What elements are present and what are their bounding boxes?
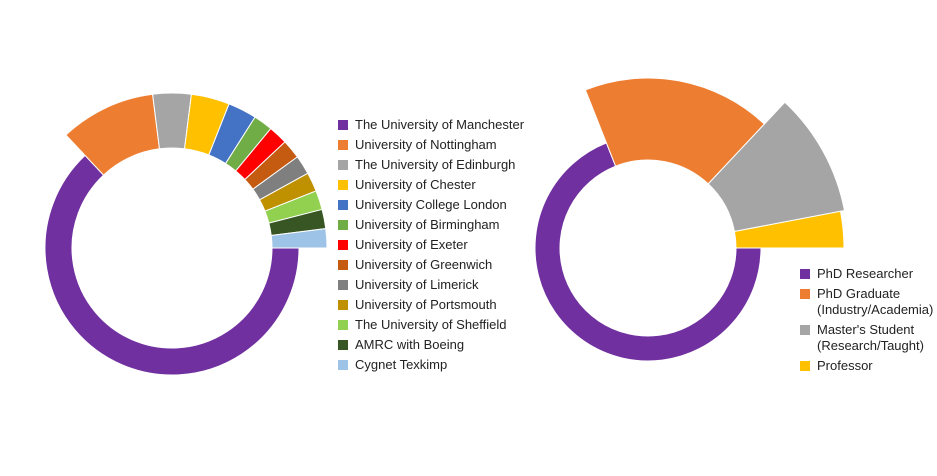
legend-item: Professor bbox=[800, 358, 930, 374]
legend-swatch bbox=[338, 320, 348, 330]
legend-label: University of Portsmouth bbox=[355, 297, 497, 312]
legend-swatch bbox=[338, 220, 348, 230]
legend-item: University of Birmingham bbox=[338, 217, 538, 233]
slice bbox=[44, 154, 300, 376]
legend-label: AMRC with Boeing bbox=[355, 337, 465, 352]
legend-item: University of Greenwich bbox=[338, 257, 538, 273]
legend-item: The University of Sheffield bbox=[338, 317, 538, 333]
legend-swatch bbox=[338, 140, 348, 150]
legend-item: University of Nottingham bbox=[338, 137, 538, 153]
legend-swatch bbox=[338, 300, 348, 310]
legend-item: Cygnet Texkimp bbox=[338, 357, 538, 373]
legend-swatch bbox=[338, 120, 348, 130]
legend-label: University of Chester bbox=[355, 177, 476, 192]
legend-label: University of Limerick bbox=[355, 277, 479, 292]
legend-swatch bbox=[800, 289, 810, 299]
slice bbox=[534, 142, 762, 362]
legend-swatch bbox=[338, 180, 348, 190]
legend-swatch bbox=[338, 200, 348, 210]
legend-label: University College London bbox=[355, 197, 507, 212]
legend-label: University of Greenwich bbox=[355, 257, 493, 272]
legend-swatch bbox=[800, 325, 810, 335]
legend-item: University of Portsmouth bbox=[338, 297, 538, 313]
legend-item: PhD Researcher bbox=[800, 266, 930, 282]
legend-item: University College London bbox=[338, 197, 538, 213]
legend-label: The University of Sheffield bbox=[355, 317, 507, 332]
slice bbox=[270, 228, 328, 249]
legend: The University of Manchester University o… bbox=[338, 117, 538, 377]
legend-item: University of Chester bbox=[338, 177, 538, 193]
legend-label: Cygnet Texkimp bbox=[355, 357, 448, 372]
legend-item: PhD Graduate (Industry/Academia) bbox=[800, 286, 934, 318]
legend: PhD Researcher PhD Graduate (Industry/Aca… bbox=[800, 266, 934, 378]
legend-label: Master's Student (Research/Taught) bbox=[817, 322, 924, 353]
legend-item: University of Exeter bbox=[338, 237, 538, 253]
slice bbox=[707, 101, 846, 233]
legend-item: University of Limerick bbox=[338, 277, 538, 293]
legend-label: PhD Researcher bbox=[817, 266, 914, 281]
legend-item: AMRC with Boeing bbox=[338, 337, 538, 353]
legend-label: PhD Graduate (Industry/Academia) bbox=[817, 286, 934, 317]
legend-item: The University of Manchester bbox=[338, 117, 538, 133]
legend-label: The University of Edinburgh bbox=[355, 157, 516, 172]
legend-swatch bbox=[800, 269, 810, 279]
legend-swatch bbox=[800, 361, 810, 371]
slice bbox=[584, 77, 766, 185]
slice bbox=[733, 210, 845, 249]
legend-label: Professor bbox=[817, 358, 873, 373]
legend-swatch bbox=[338, 260, 348, 270]
legend-label: University of Exeter bbox=[355, 237, 468, 252]
legend-item: The University of Edinburgh bbox=[338, 157, 538, 173]
legend-swatch bbox=[338, 160, 348, 170]
legend-label: University of Nottingham bbox=[355, 137, 497, 152]
legend-label: The University of Manchester bbox=[355, 117, 525, 132]
legend-swatch bbox=[338, 340, 348, 350]
legend-item: Master's Student (Research/Taught) bbox=[800, 322, 930, 354]
legend-swatch bbox=[338, 240, 348, 250]
legend-label: University of Birmingham bbox=[355, 217, 500, 232]
legend-swatch bbox=[338, 360, 348, 370]
legend-swatch bbox=[338, 280, 348, 290]
